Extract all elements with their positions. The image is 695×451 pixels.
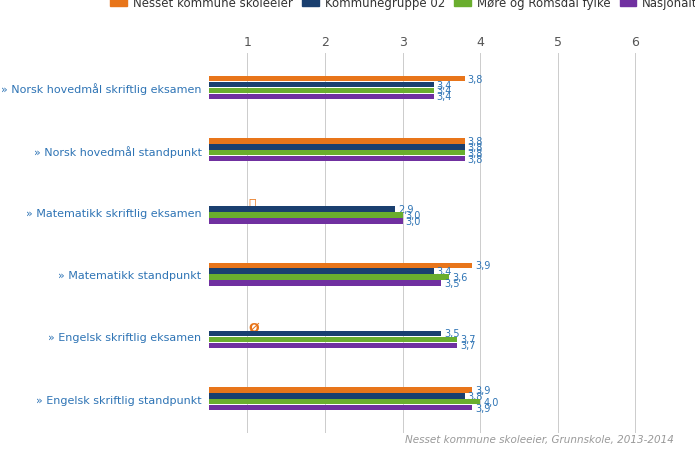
Bar — [170, 275, 449, 281]
Bar — [170, 393, 464, 399]
Text: 3,8: 3,8 — [468, 154, 483, 164]
Text: 3,4: 3,4 — [436, 92, 452, 102]
Text: 3,4: 3,4 — [436, 86, 452, 96]
Text: 3,8: 3,8 — [468, 148, 483, 158]
Text: 3,9: 3,9 — [475, 403, 491, 413]
Bar — [170, 145, 464, 150]
Bar — [170, 331, 441, 336]
Bar — [170, 83, 434, 88]
Text: 3,4: 3,4 — [436, 80, 452, 90]
Text: 3,4: 3,4 — [436, 267, 452, 276]
Bar — [170, 207, 395, 212]
Text: 3,9: 3,9 — [475, 385, 491, 395]
Bar — [170, 139, 464, 144]
Bar — [170, 77, 464, 82]
Text: 3,0: 3,0 — [406, 211, 421, 221]
Text: 3,8: 3,8 — [468, 391, 483, 401]
Text: Nesset kommune skoleeier, Grunnskole, 2013-2014: Nesset kommune skoleeier, Grunnskole, 20… — [405, 434, 674, 444]
Text: 3,8: 3,8 — [468, 143, 483, 152]
Bar — [170, 94, 434, 100]
Legend: Nesset kommune skoleeier, Kommunegruppe 02, Møre og Romsdal fylke, Nasjonalt: Nesset kommune skoleeier, Kommunegruppe … — [106, 0, 695, 14]
Bar — [170, 281, 441, 286]
Text: 3,5: 3,5 — [444, 278, 460, 289]
Text: 3,8: 3,8 — [468, 74, 483, 84]
Text: 3,7: 3,7 — [460, 335, 475, 345]
Text: Ø: Ø — [249, 322, 259, 334]
Text: 3,7: 3,7 — [460, 341, 475, 350]
Bar — [170, 156, 464, 162]
Text: 3,6: 3,6 — [452, 272, 468, 282]
Bar — [170, 337, 457, 342]
Bar — [170, 151, 464, 156]
Text: 3,9: 3,9 — [475, 261, 491, 271]
Bar — [170, 212, 402, 218]
Bar — [170, 405, 473, 410]
Bar — [170, 219, 402, 224]
Bar — [170, 263, 473, 268]
Text: 3,5: 3,5 — [444, 329, 460, 339]
Bar — [170, 269, 434, 275]
Text: ⓘ: ⓘ — [249, 197, 256, 210]
Text: 4,0: 4,0 — [483, 397, 498, 407]
Bar — [170, 399, 480, 405]
Bar — [170, 387, 473, 393]
Bar — [170, 88, 434, 94]
Text: 2,9: 2,9 — [398, 205, 414, 215]
Text: 3,8: 3,8 — [468, 137, 483, 147]
Bar — [170, 343, 457, 348]
Text: 3,0: 3,0 — [406, 216, 421, 226]
